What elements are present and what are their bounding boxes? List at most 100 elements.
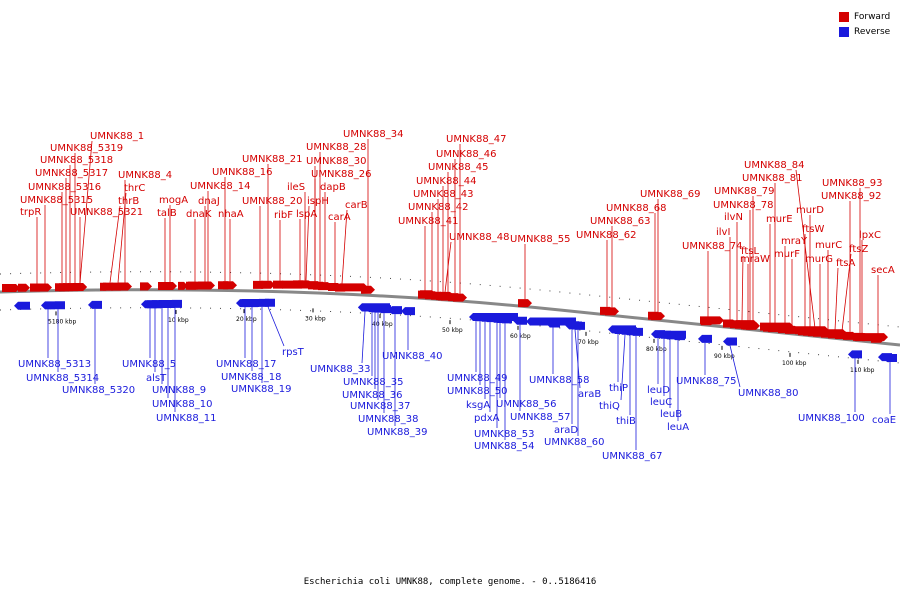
legend-forward: Forward [839,9,890,24]
reverse-gene-arrow [723,337,737,346]
reverse-gene-label: araD [554,425,578,436]
scale-tick-label: 70 kbp [578,339,599,346]
forward-gene-label: dapB [320,182,346,193]
forward-gene-label: ribF [274,210,293,221]
reverse-gene-label: UMNK88_5 [122,359,176,370]
forward-gene-label: murG [805,254,833,265]
reverse-leader-line [267,306,285,347]
reverse-leader-line [729,345,741,388]
forward-gene-label: UMNK88_5315 [20,195,93,206]
forward-gene-label: mogA [159,195,188,206]
forward-gene-label: UMNK88_81 [742,173,802,184]
forward-gene-arrow [178,281,188,290]
forward-gene-label: UMNK88_55 [510,234,570,245]
forward-gene-label: murF [774,249,800,260]
legend: Forward Reverse [839,9,890,39]
scale-tick-label: 5180 kbp [48,318,76,325]
forward-gene-arrow [18,283,30,292]
reverse-gene-label: UMNK88_53 [474,429,534,440]
reverse-gene-arrow [526,317,576,326]
forward-gene-label: carB [345,200,368,211]
reverse-gene-label: UMNK88_57 [510,412,570,423]
forward-gene-label: UMNK88_68 [606,203,666,214]
forward-gene-label: talB [157,208,177,219]
forward-leader-line [305,205,310,281]
forward-gene-label: UMNK88_34 [343,129,403,140]
reverse-gene-label: ksgA [466,400,490,411]
forward-gene-label: UMNK88_46 [436,149,496,160]
forward-gene-label: murD [796,205,824,216]
forward-gene-label: dnaK [186,209,212,220]
forward-gene-arrow [420,290,436,299]
scale-tick-label: 20 kbp [236,316,257,323]
reverse-gene-label: UMNK88_40 [382,351,442,362]
reverse-gene-label: thiQ [599,401,620,412]
forward-gene-label: UMNK88_48 [449,232,509,243]
reverse-leader-line [620,334,626,401]
forward-gene-label: murC [815,240,842,251]
forward-gene-label: ftsZ [849,244,868,255]
forward-gene-label: mraY [781,236,808,247]
forward-gene-label: lspA [296,209,317,220]
forward-gene-label: dnaJ [198,196,220,207]
reverse-gene-label: UMNK88_67 [602,451,662,462]
forward-gene-label: UMNK88_74 [682,241,742,252]
forward-gene-arrow [453,293,467,302]
forward-gene-arrow [73,283,87,292]
legend-forward-swatch [839,11,849,22]
reverse-gene-arrow [51,301,65,310]
forward-leader-line [834,267,839,331]
reverse-gene-label: UMNK88_5320 [62,385,135,396]
reverse-gene-arrow [168,299,182,308]
reverse-gene-arrow [14,301,30,310]
reverse-gene-label: coaE [872,415,896,426]
reverse-leader-line [574,329,581,389]
guide-line-bottom [0,307,900,364]
reverse-gene-label: UMNK88_49 [447,373,507,384]
forward-leader-line [109,205,121,283]
forward-gene-label: ilvI [716,227,730,238]
reverse-gene-label: alsT [146,373,167,384]
legend-reverse-label: Reverse [854,26,891,37]
forward-gene-arrow [201,281,215,290]
forward-gene-arrow [700,316,724,325]
forward-gene-arrow [118,282,132,291]
forward-gene-arrow [340,283,368,292]
reverse-gene-label: UMNK88_54 [474,441,534,452]
forward-gene-label: UMNK88_16 [212,167,272,178]
reverse-gene-label: UMNK88_37 [350,401,410,412]
forward-gene-arrow [186,281,200,290]
forward-leader-line [841,253,852,332]
forward-gene-label: UMNK88_5319 [50,143,123,154]
forward-gene-label: ileS [287,182,305,193]
forward-gene-arrow [282,280,306,289]
forward-gene-label: secA [871,265,895,276]
reverse-gene-label: UMNK88_5313 [18,359,91,370]
scale-tick-label: 90 kbp [714,353,735,360]
forward-gene-label: UMNK88_63 [590,216,650,227]
scale-tick-label: 80 kbp [646,346,667,353]
forward-gene-label: carA [328,212,351,223]
reverse-gene-arrow [472,312,518,321]
scale-tick-label: 30 kbp [305,315,326,322]
reverse-gene-label: UMNK88_80 [738,388,798,399]
scale-tick-label: 50 kbp [442,327,463,334]
reverse-gene-arrow [388,306,402,315]
reverse-gene-label: UMNK88_75 [676,376,736,387]
forward-gene-label: UMNK88_30 [306,156,366,167]
forward-gene-label: nhaA [218,209,244,220]
reverse-gene-label: leuD [647,385,670,396]
forward-gene-label: UMNK88_41 [398,216,458,227]
reverse-gene-arrow [358,303,390,312]
forward-gene-arrow [30,283,44,292]
forward-gene-label: ftsW [802,224,824,235]
forward-gene-label: UMNK88_69 [640,189,700,200]
forward-gene-label: UMNK88_21 [242,154,302,165]
forward-leader-line [444,241,452,293]
forward-gene-label: UMNK88_92 [821,191,881,202]
forward-gene-arrow [163,281,177,290]
forward-gene-label: UMNK88_79 [714,186,774,197]
reverse-gene-arrow [141,300,161,309]
